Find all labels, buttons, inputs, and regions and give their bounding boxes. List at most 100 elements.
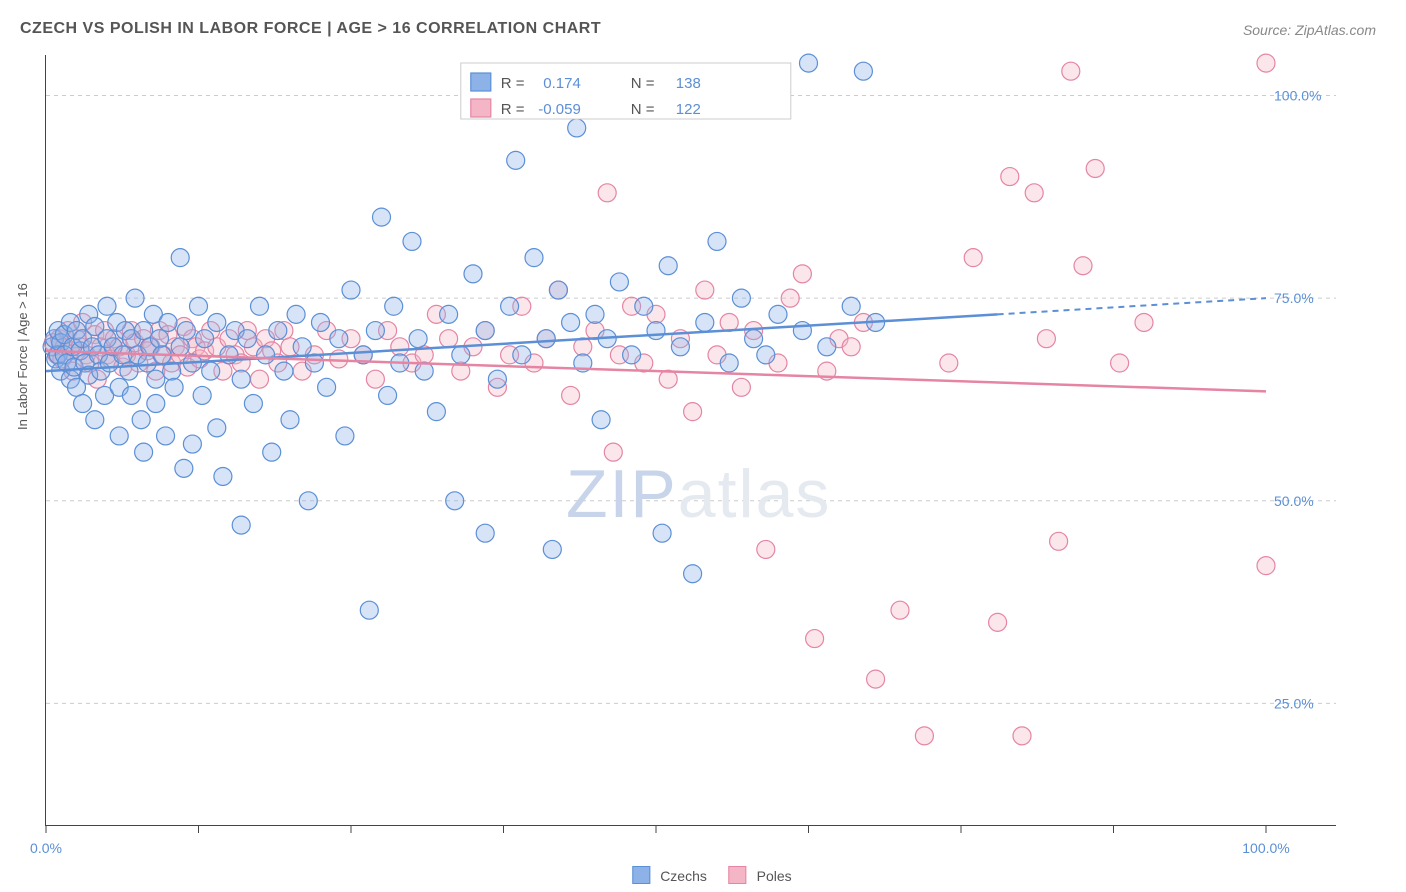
svg-text:0.0%: 0.0% bbox=[30, 840, 62, 856]
scatter-point bbox=[1062, 62, 1080, 80]
scatter-point bbox=[1135, 313, 1153, 331]
svg-text:50.0%: 50.0% bbox=[1274, 493, 1314, 509]
scatter-point bbox=[1074, 257, 1092, 275]
scatter-point bbox=[86, 411, 104, 429]
scatter-point bbox=[732, 289, 750, 307]
svg-text:25.0%: 25.0% bbox=[1274, 695, 1314, 711]
scatter-point bbox=[488, 370, 506, 388]
scatter-point bbox=[1050, 532, 1068, 550]
svg-text:N =: N = bbox=[631, 75, 655, 92]
scatter-point bbox=[543, 540, 561, 558]
scatter-point bbox=[513, 346, 531, 364]
scatter-point bbox=[175, 459, 193, 477]
legend-label-poles: Poles bbox=[757, 868, 792, 884]
scatter-point bbox=[251, 297, 269, 315]
scatter-point bbox=[244, 395, 262, 413]
scatter-point bbox=[818, 338, 836, 356]
scatter-point bbox=[562, 386, 580, 404]
scatter-point bbox=[122, 386, 140, 404]
scatter-point bbox=[793, 322, 811, 340]
scatter-point bbox=[238, 330, 256, 348]
scatter-point bbox=[366, 370, 384, 388]
scatter-point bbox=[537, 330, 555, 348]
scatter-point bbox=[659, 257, 677, 275]
scatter-point bbox=[202, 362, 220, 380]
scatter-point bbox=[427, 403, 445, 421]
scatter-point bbox=[1086, 159, 1104, 177]
scatter-point bbox=[281, 411, 299, 429]
svg-text:100.0%: 100.0% bbox=[1242, 840, 1289, 856]
svg-text:100.0%: 100.0% bbox=[1274, 88, 1321, 104]
legend-swatch bbox=[471, 73, 491, 91]
scatter-point bbox=[635, 297, 653, 315]
scatter-point bbox=[269, 322, 287, 340]
svg-text:R =: R = bbox=[501, 75, 525, 92]
scatter-chart: 25.0%50.0%75.0%100.0%R =0.174N =138R =-0… bbox=[46, 55, 1336, 825]
scatter-point bbox=[867, 670, 885, 688]
scatter-point bbox=[549, 281, 567, 299]
scatter-point bbox=[464, 265, 482, 283]
scatter-point bbox=[507, 151, 525, 169]
scatter-point bbox=[598, 184, 616, 202]
scatter-point bbox=[501, 297, 519, 315]
scatter-point bbox=[232, 370, 250, 388]
scatter-point bbox=[1257, 557, 1275, 575]
scatter-point bbox=[842, 338, 860, 356]
scatter-point bbox=[781, 289, 799, 307]
scatter-point bbox=[732, 378, 750, 396]
scatter-point bbox=[452, 346, 470, 364]
legend-label-czechs: Czechs bbox=[660, 868, 707, 884]
scatter-point bbox=[312, 313, 330, 331]
scatter-point bbox=[251, 370, 269, 388]
scatter-point bbox=[1037, 330, 1055, 348]
scatter-point bbox=[592, 411, 610, 429]
scatter-point bbox=[891, 601, 909, 619]
scatter-point bbox=[135, 322, 153, 340]
scatter-point bbox=[940, 354, 958, 372]
scatter-point bbox=[1257, 54, 1275, 72]
scatter-point bbox=[147, 370, 165, 388]
scatter-point bbox=[190, 297, 208, 315]
scatter-point bbox=[126, 289, 144, 307]
scatter-point bbox=[915, 727, 933, 745]
scatter-point bbox=[214, 467, 232, 485]
scatter-point bbox=[476, 322, 494, 340]
scatter-point bbox=[1025, 184, 1043, 202]
y-axis-label: In Labor Force | Age > 16 bbox=[15, 283, 30, 430]
scatter-point bbox=[525, 249, 543, 267]
scatter-point bbox=[379, 386, 397, 404]
scatter-point bbox=[476, 524, 494, 542]
scatter-point bbox=[391, 338, 409, 356]
scatter-point bbox=[330, 330, 348, 348]
svg-text:N =: N = bbox=[631, 101, 655, 118]
scatter-point bbox=[150, 330, 168, 348]
scatter-point bbox=[171, 338, 189, 356]
scatter-point bbox=[159, 313, 177, 331]
svg-text:138: 138 bbox=[676, 75, 701, 92]
scatter-point bbox=[318, 378, 336, 396]
scatter-point bbox=[165, 378, 183, 396]
scatter-point bbox=[183, 435, 201, 453]
scatter-point bbox=[208, 313, 226, 331]
legend-swatch-czechs bbox=[632, 866, 650, 884]
chart-title: CZECH VS POLISH IN LABOR FORCE | AGE > 1… bbox=[20, 20, 601, 38]
scatter-point bbox=[793, 265, 811, 283]
scatter-point bbox=[1001, 168, 1019, 186]
scatter-point bbox=[157, 427, 175, 445]
chart-area: ZIPatlas 25.0%50.0%75.0%100.0%R =0.174N … bbox=[45, 55, 1336, 826]
scatter-point bbox=[696, 313, 714, 331]
scatter-point bbox=[177, 322, 195, 340]
scatter-point bbox=[653, 524, 671, 542]
scatter-point bbox=[342, 281, 360, 299]
legend-swatch bbox=[471, 99, 491, 117]
scatter-point bbox=[1013, 727, 1031, 745]
source-credit: Source: ZipAtlas.com bbox=[1243, 22, 1376, 38]
scatter-point bbox=[964, 249, 982, 267]
scatter-point bbox=[287, 305, 305, 323]
scatter-point bbox=[1111, 354, 1129, 372]
scatter-point bbox=[263, 443, 281, 461]
scatter-point bbox=[769, 305, 787, 323]
scatter-point bbox=[842, 297, 860, 315]
scatter-point bbox=[440, 330, 458, 348]
scatter-point bbox=[854, 62, 872, 80]
